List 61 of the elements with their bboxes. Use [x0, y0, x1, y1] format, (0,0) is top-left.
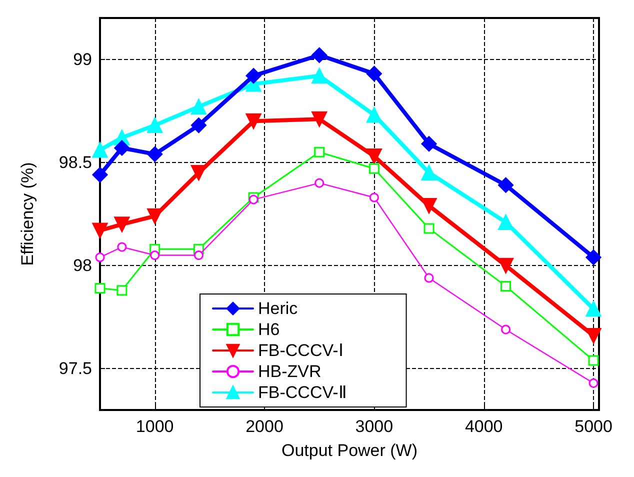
point — [312, 68, 328, 84]
point — [190, 118, 206, 134]
point — [114, 216, 130, 232]
legend-label: H6 — [258, 320, 280, 339]
point — [190, 164, 206, 180]
point — [312, 111, 328, 127]
point — [312, 47, 328, 63]
point — [95, 252, 105, 262]
point — [92, 167, 108, 183]
y-tick-label: 98 — [73, 256, 92, 276]
point — [369, 192, 379, 202]
y-tick-label: 99 — [73, 50, 92, 69]
point — [116, 285, 128, 296]
point — [314, 178, 324, 188]
point — [147, 208, 163, 224]
y-tick-label: 97.5 — [58, 359, 92, 378]
point — [114, 140, 130, 156]
point — [366, 148, 382, 164]
point — [94, 283, 106, 294]
legend-label: HB-ZVR — [258, 362, 322, 381]
point — [421, 164, 437, 180]
point — [498, 177, 514, 193]
point — [117, 242, 127, 252]
point — [147, 118, 163, 134]
legend-label: FB-CCCV-Ⅱ — [258, 383, 346, 402]
x-tick-label: 2000 — [246, 417, 284, 436]
point — [246, 68, 262, 84]
point — [498, 258, 514, 274]
point — [421, 198, 437, 214]
y-axis-title: Efficiency (%) — [18, 162, 37, 266]
y-tick-label: 98.5 — [58, 152, 92, 172]
point — [588, 355, 599, 366]
point — [366, 66, 382, 82]
legend-label: Heric — [258, 299, 298, 318]
point — [92, 222, 108, 238]
point — [248, 194, 258, 204]
point — [586, 250, 602, 266]
point — [190, 98, 206, 114]
point — [424, 273, 434, 283]
x-tick-label: 5000 — [574, 417, 612, 436]
point — [366, 107, 382, 123]
point — [498, 214, 514, 230]
point — [314, 146, 325, 158]
point — [424, 223, 434, 234]
x-tick-label: 3000 — [355, 417, 394, 436]
point — [586, 301, 602, 317]
point — [501, 324, 511, 334]
point — [500, 280, 512, 292]
point — [368, 163, 380, 174]
point — [150, 250, 160, 260]
point — [421, 136, 437, 152]
point — [246, 113, 262, 129]
point — [588, 378, 598, 388]
point — [586, 328, 602, 344]
legend-label: FB-CCCV-Ⅰ — [258, 341, 344, 360]
x-tick-label: 4000 — [464, 417, 503, 436]
x-axis-title: Output Power (W) — [281, 441, 418, 460]
x-tick-label: 1000 — [136, 417, 174, 436]
point — [194, 250, 204, 260]
point — [147, 146, 163, 162]
point — [92, 142, 108, 158]
